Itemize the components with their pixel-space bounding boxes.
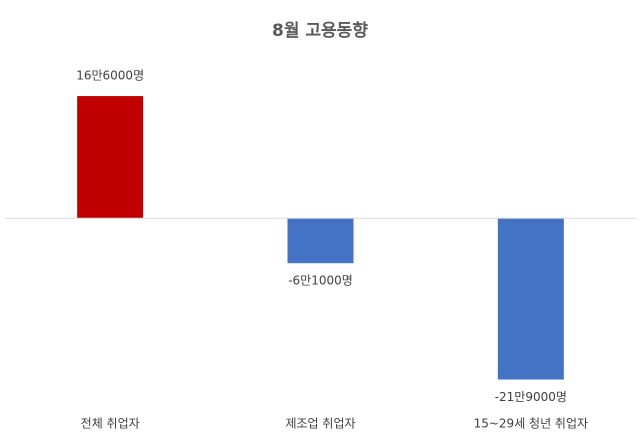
bar [77,96,144,219]
value-label: -6만1000명 [288,274,353,288]
bar [287,218,354,264]
x-tick-label: 제조업 취업자 [285,417,355,431]
x-tick-label: 전체 취업자 [81,417,140,431]
value-label: -21만9000명 [495,390,567,404]
value-label: 16만6000명 [76,69,144,83]
x-tick-label: 15~29세 청년 취업자 [474,417,588,431]
bar [497,218,564,380]
chart-title: 8월 고용동향 [272,20,368,41]
